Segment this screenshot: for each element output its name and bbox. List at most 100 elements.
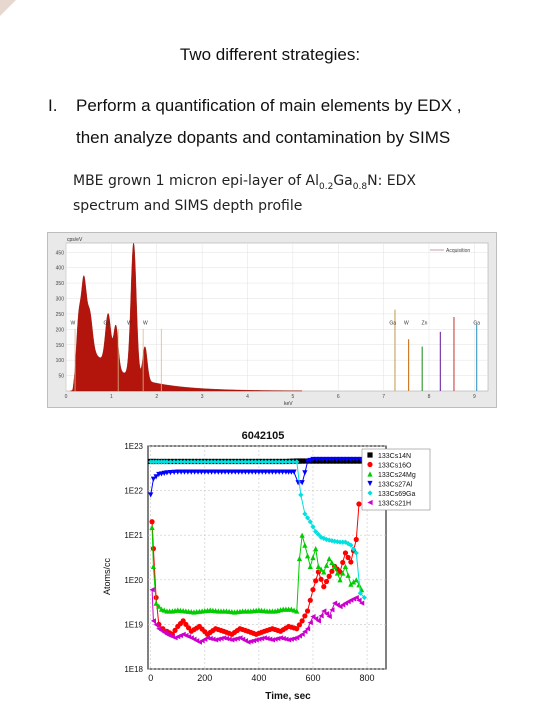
sims-data-point: [310, 587, 316, 593]
sims-data-point: [350, 456, 357, 463]
sims-data-point: [149, 587, 155, 593]
sims-data-point: [208, 469, 215, 475]
sims-data-point: [337, 456, 343, 463]
edx-y-tick: 400: [56, 266, 65, 272]
sims-data-point: [150, 546, 157, 552]
sims-data-point: [279, 469, 286, 475]
item-line-1: Perform a quantification of main element…: [76, 96, 462, 115]
sims-data-point: [353, 536, 359, 543]
caption-sub-1: 0.2: [319, 181, 334, 192]
sims-y-tick-labels: 1E23 1E22 1E21 1E20 1E19 1E18: [124, 442, 143, 674]
edx-y-tick: 350: [56, 281, 65, 287]
sims-data-point: [239, 469, 245, 475]
sims-y-axis-label: Atoms/cc: [102, 557, 112, 595]
edx-x-tick: 6: [337, 394, 340, 400]
sims-data-point: [234, 635, 240, 642]
sims-data-point: [310, 456, 316, 463]
sims-depth-profile-chart: 6042105 1E23 1E22 1E21 1E20 1E19 1E18 0 200 400…: [102, 430, 431, 702]
sims-data-point: [344, 456, 350, 463]
sims-data-point: [256, 469, 262, 475]
sims-data-point: [307, 597, 313, 603]
sims-data-point: [317, 456, 323, 463]
sims-data-point: [330, 456, 336, 463]
sims-y-tick: 1E19: [124, 620, 143, 629]
sims-y-tick: 1E18: [124, 665, 143, 674]
sims-data-point: [296, 622, 303, 628]
sims-data-point: [326, 555, 332, 562]
sims-data-point: [313, 546, 319, 552]
sims-legend-label: 133Cs27Al: [378, 482, 413, 489]
sims-data-point: [307, 563, 313, 569]
sims-legend-label: 133Cs24Mg: [378, 472, 416, 479]
sims-data-point: [264, 635, 270, 642]
sims-data-point: [223, 635, 230, 642]
edx-legend-label: Acquisition: [446, 248, 470, 254]
sims-data-point: [345, 554, 351, 561]
sims-data-point: [302, 613, 308, 619]
sims-legend-marker: [367, 452, 373, 458]
sims-data-point: [321, 608, 327, 614]
sims-data-point: [327, 456, 333, 463]
sims-data-point: [202, 469, 208, 475]
sims-data-point: [334, 570, 340, 576]
edx-x-tick: 1: [110, 394, 113, 400]
sims-data-point: [272, 636, 278, 642]
sims-data-point: [340, 559, 346, 566]
sims-legend-label: 133Cs14N: [378, 453, 411, 460]
sims-data-point: [210, 636, 216, 642]
edx-element-label: W: [127, 320, 132, 326]
sims-data-point: [347, 456, 353, 463]
sims-data-point: [350, 579, 357, 585]
sims-data-point: [175, 469, 181, 475]
sims-data-point: [207, 635, 213, 642]
edx-x-tick: 2: [155, 394, 158, 400]
sims-y-tick: 1E22: [124, 487, 143, 496]
sims-data-point: [225, 469, 232, 475]
sims-data-point: [269, 469, 276, 475]
sims-data-point: [195, 469, 201, 475]
sims-data-point: [315, 618, 321, 624]
sims-legend: 133Cs14N 133Cs16O 133Cs24Mg 133Cs27Al 133Cs6…: [361, 448, 431, 511]
sims-data-point: [334, 456, 340, 463]
sims-data-point: [337, 577, 343, 583]
sims-data-point: [215, 636, 221, 642]
sims-data-point: [356, 582, 362, 588]
sims-data-point: [296, 555, 303, 562]
sims-data-point: [167, 469, 174, 476]
sims-legend-marker: [367, 499, 373, 506]
edx-element-label: W: [143, 320, 148, 326]
sims-data-point: [171, 469, 177, 475]
edx-y-tick: 250: [56, 312, 65, 318]
sims-data-point: [294, 626, 300, 632]
sims-data-point: [213, 637, 219, 643]
caption-part-3: N: EDX: [367, 173, 416, 189]
sims-data-point: [219, 469, 225, 475]
sims-legend-marker: [367, 471, 373, 477]
edx-element-label: Ga: [104, 320, 111, 326]
sims-x-tick: 600: [305, 673, 320, 683]
sims-x-tick: 800: [360, 673, 375, 683]
sims-data-point: [356, 501, 362, 507]
edx-x-tick: 0: [65, 394, 68, 400]
edx-element-label: W: [404, 320, 409, 326]
sims-data-point: [342, 563, 349, 569]
sims-data-point: [288, 636, 294, 642]
sims-data-point: [348, 581, 354, 587]
sims-data-point: [261, 635, 267, 641]
sims-data-point: [226, 636, 232, 642]
edx-x-tick: 9: [473, 394, 476, 400]
sims-data-point: [236, 469, 242, 475]
sims-data-point: [198, 469, 205, 475]
sims-data-point: [148, 492, 154, 498]
edx-spectrum-area: [70, 242, 303, 392]
sims-data-point: [299, 480, 305, 486]
edx-x-tick-labels: 0 1 2 3 4 5 6 7 8 9: [65, 394, 476, 400]
sims-data-point: [348, 559, 354, 565]
caption-line-2: spectrum and SIMS depth profile: [73, 197, 303, 214]
sims-data-point: [275, 635, 281, 642]
sims-data-point: [212, 469, 218, 475]
sims-data-point: [323, 578, 330, 585]
edx-element-labels: W Ga W W Ga W Zn Ga: [70, 320, 480, 326]
sims-data-point: [153, 600, 159, 606]
caption-sub-2: 0.8: [352, 181, 368, 192]
